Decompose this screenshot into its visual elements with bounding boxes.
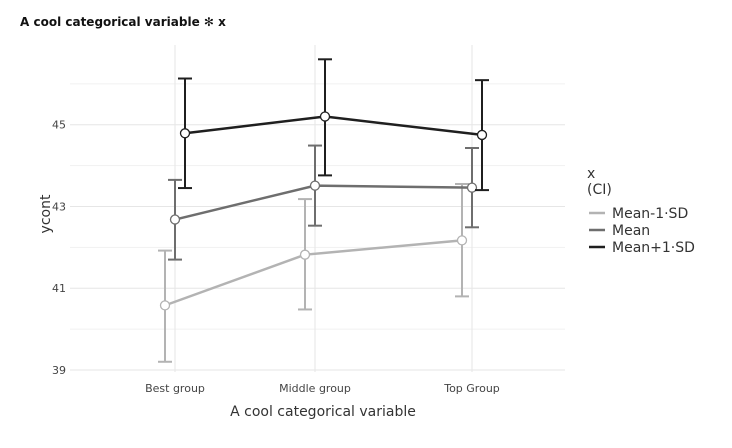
x-tick-labels: Best group Middle group Top Group	[145, 382, 500, 395]
x-tick-label: Top Group	[443, 382, 500, 395]
data-point	[169, 214, 181, 225]
y-tick-label: 45	[52, 119, 66, 132]
legend-item: Mean-1·SD	[589, 206, 688, 222]
legend-label: Mean	[612, 223, 650, 239]
x-tick-label: Best group	[145, 382, 205, 395]
data-point	[299, 249, 311, 260]
y-tick-label: 43	[52, 200, 66, 213]
x-axis-title: A cool categorical variable	[230, 404, 416, 420]
data-point	[466, 182, 478, 193]
chart-title: A cool categorical variable ✻ x	[20, 15, 226, 29]
series-line	[174, 184, 473, 221]
data-point	[309, 180, 321, 191]
legend-item: Mean+1·SD	[589, 240, 695, 256]
x-tick-label: Middle group	[279, 382, 351, 395]
series-group	[158, 182, 469, 363]
series-line	[184, 115, 483, 137]
data-point	[159, 300, 171, 311]
legend-item: Mean	[589, 223, 650, 239]
legend-subtitle: (CI)	[587, 182, 612, 198]
y-axis-title: ycont	[38, 194, 54, 233]
data-point	[179, 128, 191, 139]
series-lines	[158, 58, 489, 363]
legend-label: Mean-1·SD	[612, 206, 688, 222]
legend-title: x	[587, 166, 595, 182]
series-line	[164, 239, 463, 307]
y-tick-label: 41	[52, 282, 66, 295]
y-tick-labels: 39 41 43 45	[52, 119, 66, 377]
data-point	[476, 129, 488, 141]
data-point	[456, 235, 468, 246]
series-group	[178, 58, 489, 192]
series-group	[168, 144, 479, 261]
legend-label: Mean+1·SD	[612, 240, 695, 256]
grid-lines	[70, 45, 565, 372]
data-point	[319, 111, 331, 122]
y-tick-label: 39	[52, 364, 66, 377]
